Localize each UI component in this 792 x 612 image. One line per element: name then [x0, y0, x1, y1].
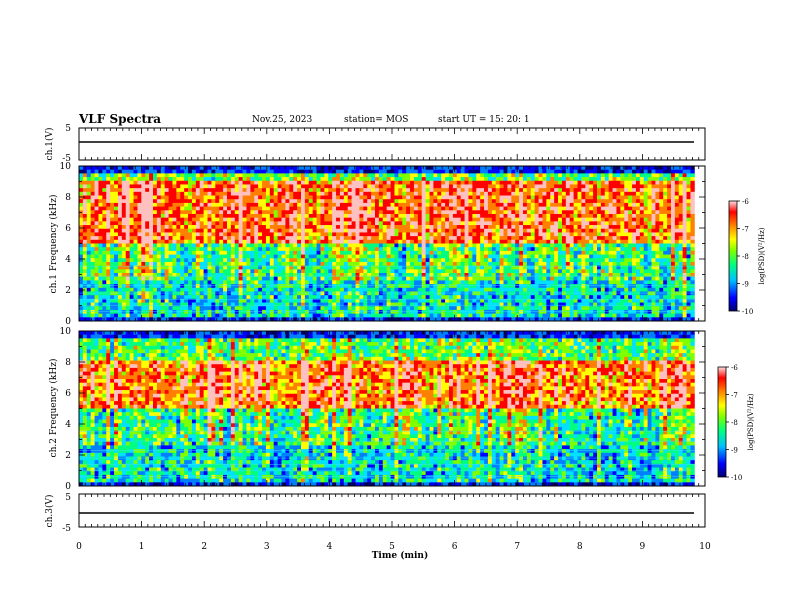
ch2-colorbar-label: log(PSD)(V²/Hz): [747, 393, 755, 450]
freq-tick-label: 10: [60, 327, 72, 337]
ch1-xticks: [78, 128, 706, 160]
ch1-ytick-bottom: -5: [62, 154, 71, 164]
x-tick-label: 9: [640, 542, 646, 552]
ch2-spec-ylabel: ch.2 Frequency (kHz): [48, 359, 59, 458]
freq-tick-label: 4: [65, 255, 71, 265]
freq-tick-label: 10: [60, 162, 72, 172]
colorbar-tick-label: -6: [731, 364, 738, 372]
x-tick-label: 7: [514, 542, 520, 552]
freq-tick-label: 0: [65, 482, 71, 492]
ch2-spectrogram-image: [79, 331, 695, 487]
ch3-ytick-bottom: -5: [62, 524, 71, 534]
ch1-voltage-ylabel: ch.1(V): [44, 128, 55, 161]
date-label: Nov.25, 2023: [252, 115, 313, 125]
ch1-ytick-top: 5: [65, 124, 71, 134]
x-tick-label: 4: [327, 542, 333, 552]
ch2-colorbar-ticks: -6 -7 -8 -9 -10: [726, 364, 742, 482]
station-label: station= MOS: [344, 115, 409, 125]
ch1-freq-ticks: 0 2 4 6 8 10: [60, 162, 705, 327]
ch1-voltage-panel: 5 -5 ch.1(V): [44, 124, 706, 164]
freq-tick-label: 4: [65, 420, 71, 430]
colorbar-tick-label: -8: [742, 253, 749, 261]
ch1-spec-xticks: [78, 166, 706, 321]
freq-tick-label: 8: [65, 193, 71, 203]
colorbar-tick-label: -10: [731, 474, 742, 482]
colorbar-tick-label: -9: [731, 447, 738, 455]
colorbar-tick-label: -6: [742, 198, 749, 206]
colorbar-tick-label: -7: [742, 226, 749, 234]
x-tick-label: 10: [699, 542, 711, 552]
ch1-spec-ylabel: ch.1 Frequency (kHz): [48, 195, 59, 294]
freq-tick-label: 2: [65, 286, 71, 296]
ch2-freq-ticks: 0 2 4 6 8 10: [60, 327, 705, 492]
colorbar-tick-label: -10: [742, 308, 753, 316]
ch2-spectrogram-panel: 0 2 4 6 8 10 ch.2 Frequency (kHz): [48, 327, 706, 492]
x-tick-label: 6: [452, 542, 458, 552]
ch2-spec-xticks: [78, 331, 706, 486]
ch2-colorbar: -6 -7 -8 -9 -10 log(PSD)(V²/Hz): [717, 364, 755, 482]
x-axis-label: Time (min): [372, 550, 429, 561]
x-tick-labels: 0 1 2 3 4 5 6 7 8 9 10: [76, 542, 711, 552]
ch1-spectrogram-panel: 0 2 4 6 8 10 ch.1 Frequency (kHz): [48, 162, 706, 327]
x-tick-label: 0: [76, 542, 82, 552]
freq-tick-label: 6: [65, 389, 71, 399]
ch1-colorbar-label: log(PSD)(V²/Hz): [758, 227, 766, 284]
ch3-ytick-top: 5: [65, 493, 71, 503]
start-time-label: start UT = 15: 20: 1: [438, 115, 530, 125]
freq-tick-label: 2: [65, 451, 71, 461]
x-tick-label: 2: [201, 542, 207, 552]
x-tick-label: 1: [139, 542, 145, 552]
freq-tick-label: 6: [65, 224, 71, 234]
x-tick-label: 3: [264, 542, 270, 552]
ch3-xticks: [78, 494, 706, 527]
ch1-colorbar: -6 -7 -8 -9 -10 log(PSD)(V²/Hz): [728, 198, 766, 316]
ch1-spectrogram-image: [79, 166, 695, 322]
chart-title: VLF Spectra: [79, 112, 162, 126]
x-tick-label: 5: [389, 542, 395, 552]
ch1-colorbar-ticks: -6 -7 -8 -9 -10: [737, 198, 753, 316]
freq-tick-label: 0: [65, 317, 71, 327]
colorbar-tick-label: -9: [742, 281, 749, 289]
ch3-voltage-ylabel: ch.3(V): [44, 495, 55, 528]
ch3-voltage-panel: 5 -5 ch.3(V) 0 1 2 3 4 5 6 7 8 9 10: [44, 493, 711, 552]
colorbar-tick-label: -7: [731, 392, 738, 400]
x-tick-label: 8: [577, 542, 583, 552]
freq-tick-label: 8: [65, 358, 71, 368]
colorbar-tick-label: -8: [731, 419, 738, 427]
